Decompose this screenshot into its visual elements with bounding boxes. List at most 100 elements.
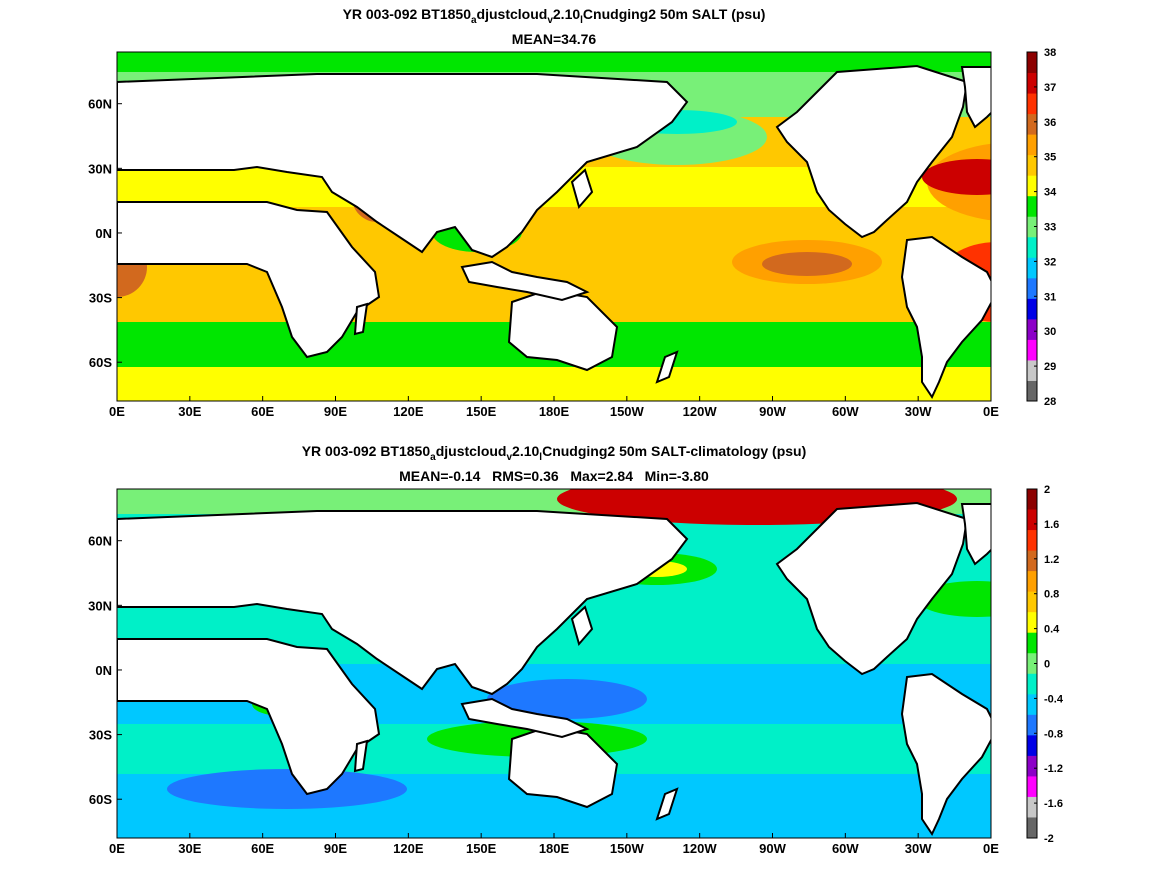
x-tick-label: 60E [251, 841, 274, 856]
x-tick-label: 180E [539, 404, 570, 419]
colorbar-tick: -2 [1034, 833, 1054, 845]
colorbar-segment [1027, 113, 1037, 135]
colorbar-segment [1027, 796, 1037, 818]
colorbar-tick: 2 [1034, 484, 1050, 496]
colorbar-tick: 31 [1034, 291, 1056, 303]
colorbar-segment [1027, 52, 1037, 74]
colorbar-tick: 29 [1034, 361, 1056, 373]
x-tick: 0E [109, 396, 125, 419]
x-tick-label: 30E [178, 841, 201, 856]
colorbar-tick-label: -1.6 [1044, 798, 1063, 810]
colorbar-segment [1027, 72, 1037, 94]
colorbar-tick-label: 38 [1044, 47, 1056, 59]
x-tick: 120W [683, 833, 718, 856]
colorbar-tick: -0.8 [1034, 728, 1063, 740]
x-tick: 60W [832, 396, 859, 419]
colorbar-tick-label: 1.2 [1044, 554, 1059, 566]
colorbar-tick: 1.2 [1034, 554, 1059, 566]
colorbar-segment [1027, 277, 1037, 299]
colorbar-tick-label: 37 [1044, 82, 1056, 94]
colorbar-tick: 0.4 [1034, 624, 1060, 636]
y-tick-label: 30N [88, 161, 112, 176]
colorbar-segment [1027, 530, 1037, 552]
colorbar-tick: -1.6 [1034, 798, 1063, 810]
x-tick: 60E [251, 396, 275, 419]
colorbar-tick-label: 29 [1044, 361, 1056, 373]
bottom-colorbar: 2 1.6 1.2 0.8 0.4 0 -0.4 -0.8 -1.2 -1.6 -2 [1026, 484, 1064, 845]
y-tick: 60N [88, 97, 122, 112]
x-tick: 60W [832, 833, 859, 856]
x-tick-label: 60W [832, 404, 859, 419]
bottom-map-panel [117, 489, 991, 838]
colorbar-tick: 34 [1034, 187, 1057, 199]
colorbar-segment [1027, 776, 1037, 798]
x-tick: 0E [983, 833, 999, 856]
x-tick: 150W [610, 833, 645, 856]
colorbar-segment [1027, 755, 1037, 777]
colorbar-segment [1027, 216, 1037, 238]
x-tick: 30E [178, 833, 202, 856]
x-tick: 150E [466, 833, 497, 856]
x-tick: 0E [983, 396, 999, 419]
field-anomaly [167, 769, 407, 809]
bottom-title: YR 003-092 BT1850adjustcloudv2.10lCnudgi… [301, 443, 807, 463]
colorbar-segment [1027, 236, 1037, 258]
colorbar-segment [1027, 817, 1037, 839]
colorbar-tick: 0.8 [1034, 589, 1059, 601]
field-band [117, 367, 991, 401]
colorbar-segment [1027, 509, 1037, 531]
colorbar-segment [1027, 175, 1037, 197]
colorbar-tick: 35 [1034, 152, 1056, 164]
colorbar-segment [1027, 257, 1037, 279]
x-tick: 180E [539, 396, 570, 419]
top-colorbar: 28 29 30 31 32 33 34 35 36 37 38 [1026, 47, 1057, 408]
x-tick-label: 120W [683, 841, 718, 856]
x-tick: 0E [109, 833, 125, 856]
x-tick-label: 30E [178, 404, 201, 419]
y-tick-label: 60S [89, 792, 112, 807]
x-tick: 30W [905, 396, 932, 419]
colorbar-segment [1027, 134, 1037, 156]
colorbar-segment [1027, 591, 1037, 613]
colorbar-tick: 38 [1034, 47, 1056, 59]
y-tick: 30S [89, 728, 122, 743]
x-tick-label: 30W [905, 841, 932, 856]
colorbar-segment [1027, 653, 1037, 675]
y-tick-label: 60N [88, 97, 112, 112]
x-tick: 120E [393, 833, 424, 856]
colorbar-tick-label: 35 [1044, 152, 1056, 164]
colorbar-segment [1027, 694, 1037, 716]
x-tick: 120W [683, 396, 718, 419]
x-tick-label: 180E [539, 841, 570, 856]
colorbar-segment [1027, 714, 1037, 736]
colorbar-segment [1027, 154, 1037, 176]
x-tick: 120E [393, 396, 424, 419]
y-tick-label: 0N [95, 226, 112, 241]
colorbar-tick-label: 2 [1044, 484, 1050, 496]
y-tick: 30N [88, 161, 122, 176]
colorbar-tick-label: 0 [1044, 659, 1050, 671]
colorbar-segment [1027, 359, 1037, 381]
x-tick-label: 0E [983, 841, 999, 856]
y-tick-label: 30N [88, 598, 112, 613]
colorbar-tick-label: 0.8 [1044, 589, 1059, 601]
colorbar-segment [1027, 612, 1037, 634]
field-anomaly [922, 159, 991, 195]
x-tick: 30W [905, 833, 932, 856]
field-anomaly [487, 679, 647, 719]
x-tick-label: 60E [251, 404, 274, 419]
colorbar-tick-label: 31 [1044, 291, 1056, 303]
y-tick: 60N [88, 534, 122, 549]
x-tick-label: 120E [393, 841, 424, 856]
colorbar-segment [1027, 93, 1037, 115]
colorbar-segment [1027, 632, 1037, 654]
x-tick-label: 120W [683, 404, 718, 419]
field-band [117, 52, 991, 72]
x-tick: 180E [539, 833, 570, 856]
x-tick-label: 90E [324, 404, 347, 419]
colorbar-segment [1027, 298, 1037, 320]
colorbar-tick-label: -1.2 [1044, 763, 1063, 775]
colorbar-tick: 28 [1034, 396, 1056, 408]
bottom-subtitle: MEAN=-0.14 RMS=0.36 Max=2.84 Min=-3.80 [399, 468, 709, 484]
